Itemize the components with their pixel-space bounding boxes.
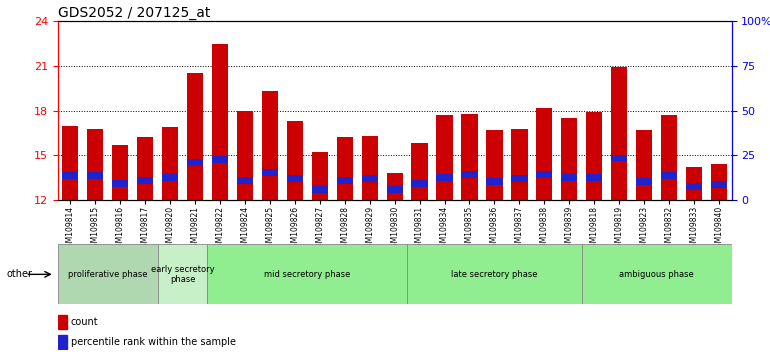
Bar (461, 171, 477, 178)
Bar (158, 244, 207, 304)
Bar (87, 172, 103, 179)
Bar (437, 115, 453, 200)
Bar (58, 335, 67, 348)
Bar (162, 174, 178, 181)
Bar (407, 244, 582, 304)
Bar (387, 173, 403, 200)
Text: proliferative phase: proliferative phase (68, 270, 147, 279)
Bar (187, 73, 203, 200)
Text: GDS2052 / 207125_at: GDS2052 / 207125_at (58, 6, 210, 20)
Bar (661, 172, 678, 179)
Bar (62, 172, 79, 179)
Bar (661, 115, 678, 200)
Text: ambiguous phase: ambiguous phase (619, 270, 694, 279)
Bar (561, 174, 578, 181)
Bar (212, 156, 228, 163)
Bar (207, 244, 407, 304)
Bar (237, 110, 253, 200)
Bar (611, 155, 628, 161)
Bar (411, 143, 427, 200)
Bar (536, 171, 552, 178)
Bar (62, 126, 79, 200)
Bar (336, 137, 353, 200)
Bar (711, 181, 727, 188)
Bar (362, 176, 378, 182)
Bar (112, 145, 129, 200)
Text: count: count (71, 318, 99, 327)
Bar (237, 177, 253, 184)
Bar (262, 170, 278, 176)
Bar (686, 167, 702, 200)
Text: percentile rank within the sample: percentile rank within the sample (71, 337, 236, 347)
Bar (387, 186, 403, 193)
Bar (582, 244, 732, 304)
Bar (586, 174, 602, 181)
Bar (686, 183, 702, 190)
Bar (586, 112, 602, 200)
Bar (336, 177, 353, 184)
Bar (137, 177, 153, 184)
Bar (461, 114, 477, 200)
Bar (411, 180, 427, 187)
Bar (262, 91, 278, 200)
Bar (312, 186, 328, 193)
Bar (112, 180, 129, 187)
Text: mid secretory phase: mid secretory phase (264, 270, 350, 279)
Bar (212, 44, 228, 200)
Bar (511, 176, 527, 182)
Bar (636, 178, 652, 185)
Bar (437, 174, 453, 181)
Bar (362, 136, 378, 200)
Bar (561, 118, 578, 200)
Bar (487, 130, 503, 200)
Bar (711, 164, 727, 200)
Bar (536, 108, 552, 200)
Text: early secretory
phase: early secretory phase (151, 265, 214, 284)
Bar (487, 178, 503, 185)
Bar (58, 244, 158, 304)
Bar (286, 176, 303, 182)
Text: other: other (6, 269, 32, 279)
Bar (286, 121, 303, 200)
Bar (511, 129, 527, 200)
Bar (636, 130, 652, 200)
Bar (312, 152, 328, 200)
Bar (137, 137, 153, 200)
Bar (611, 67, 628, 200)
Bar (162, 127, 178, 200)
Bar (87, 129, 103, 200)
Bar (187, 159, 203, 166)
Bar (58, 315, 67, 329)
Text: late secretory phase: late secretory phase (451, 270, 537, 279)
